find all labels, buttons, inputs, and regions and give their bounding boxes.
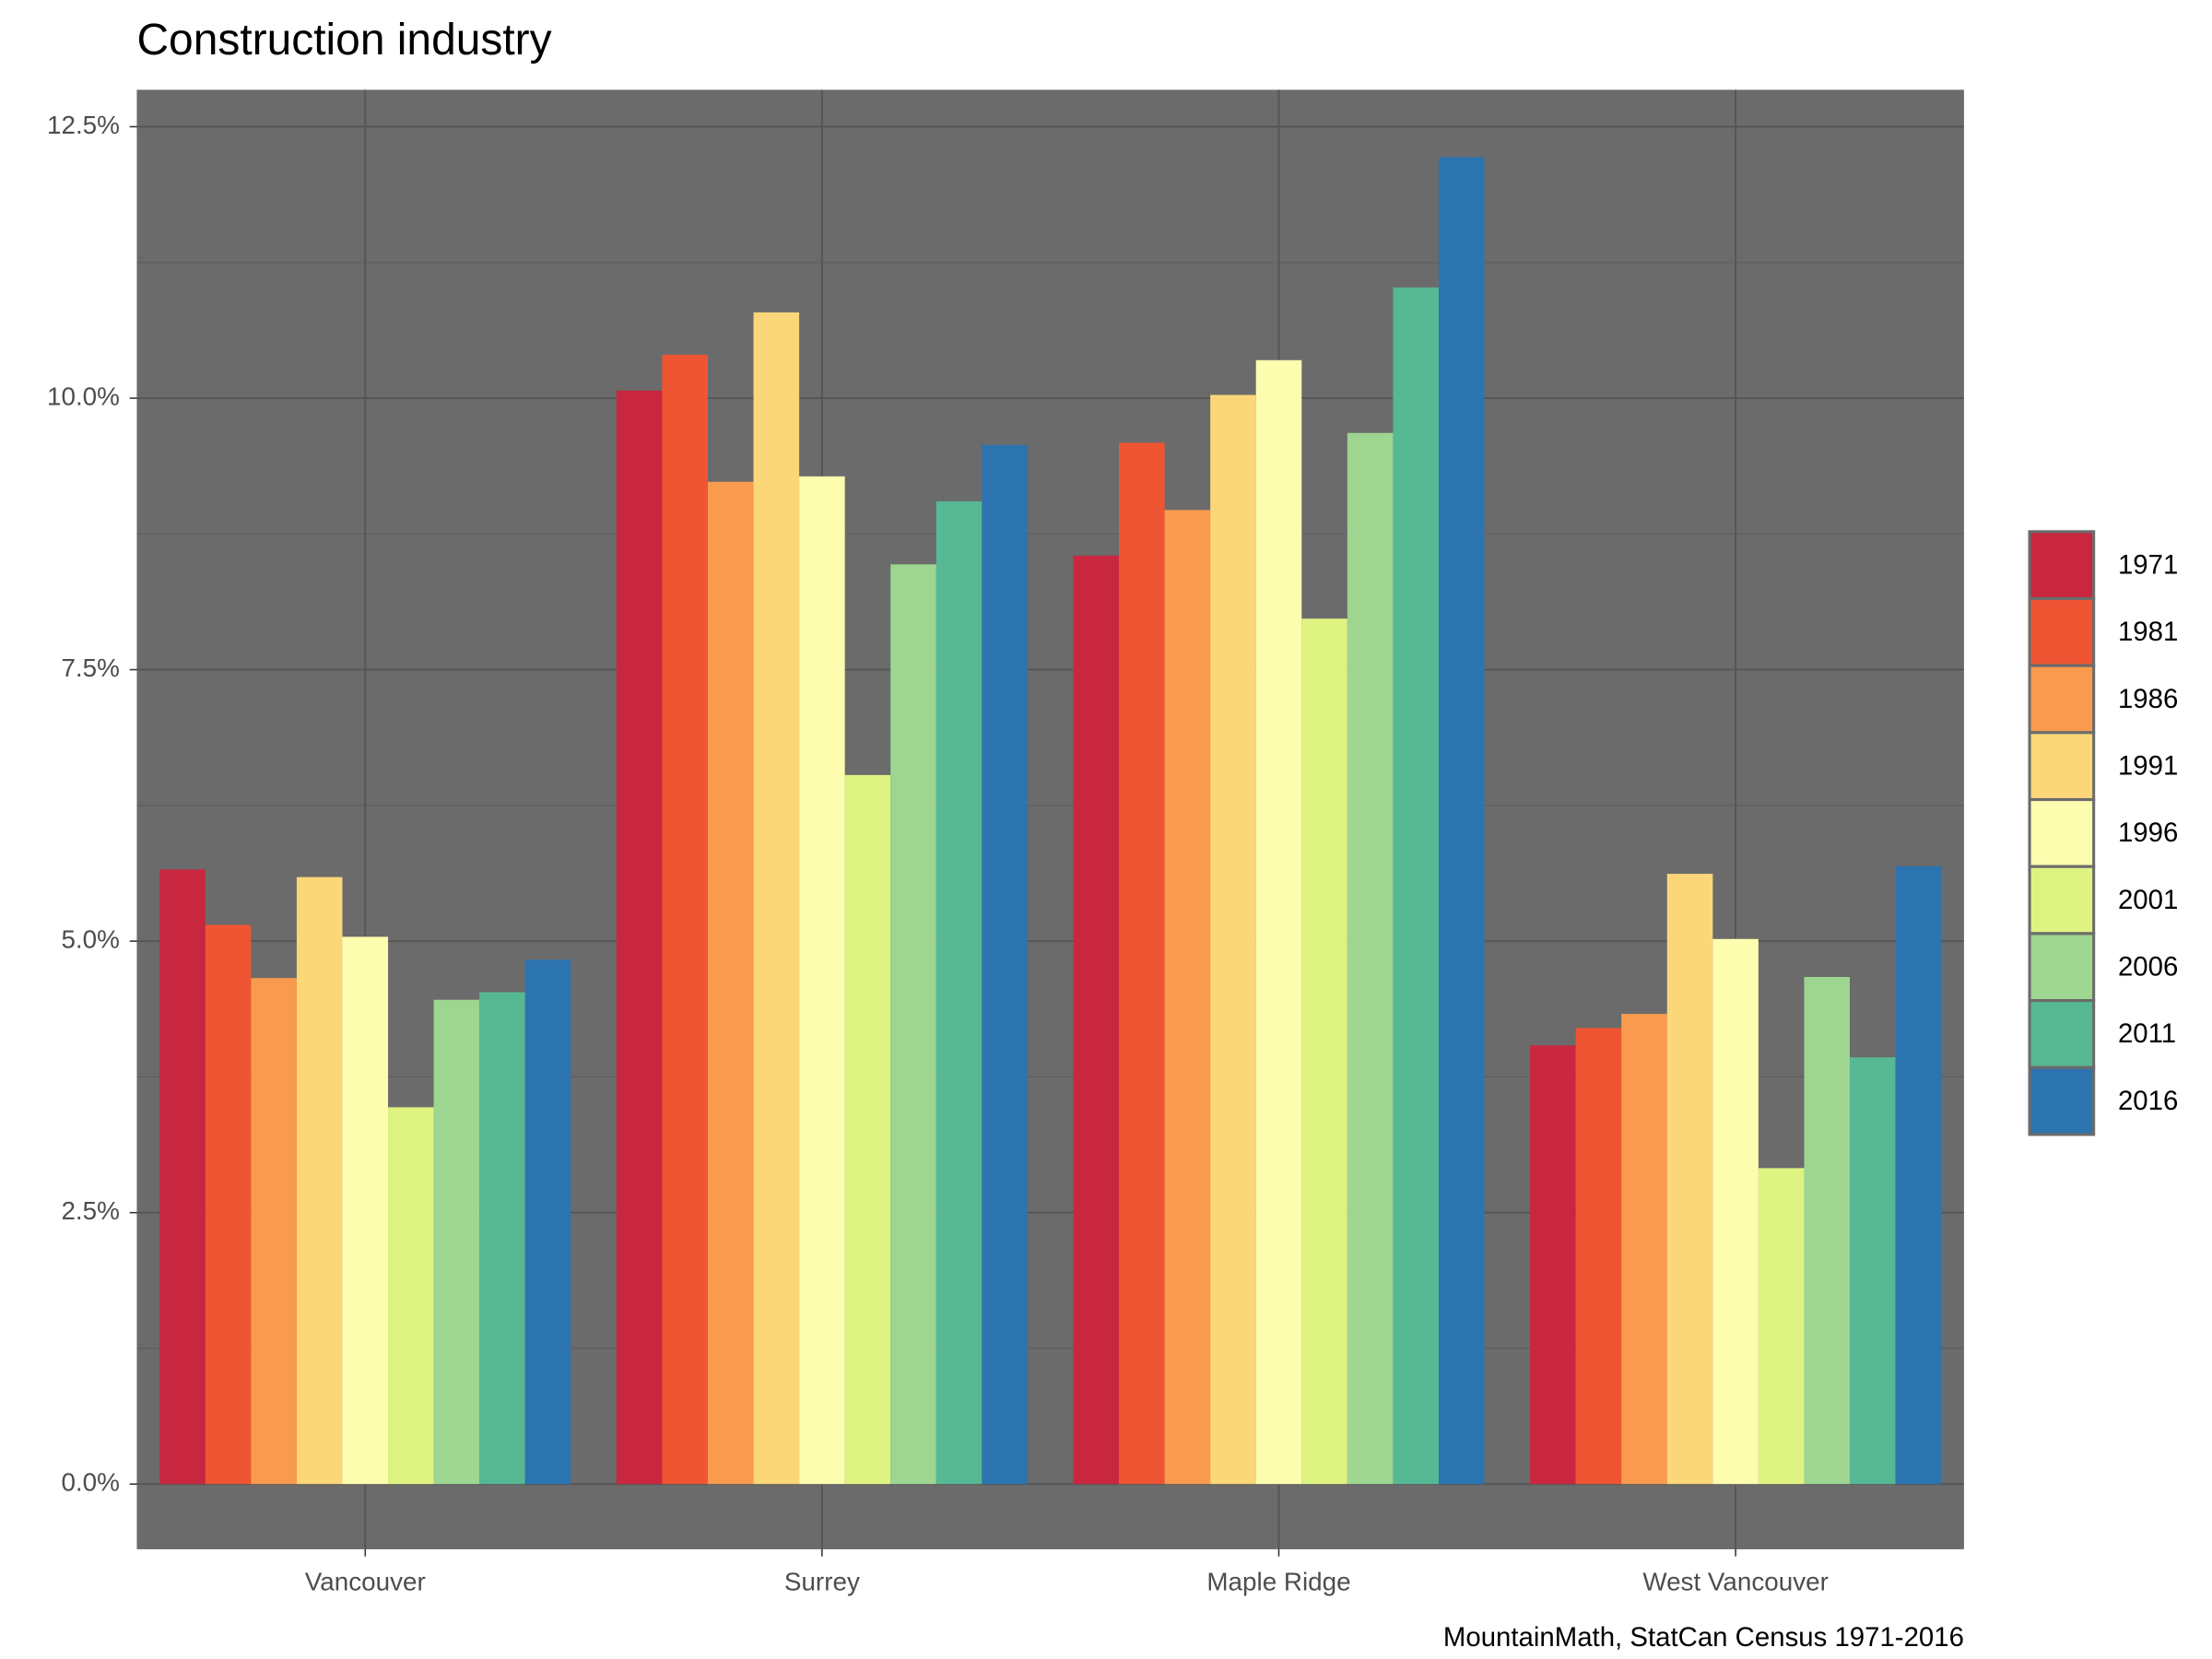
- legend-label: 2001: [2118, 885, 2178, 915]
- x-tick-label: Maple Ridge: [1206, 1567, 1350, 1595]
- caption: MountainMath, StatCan Census 1971-2016: [1443, 1622, 1964, 1653]
- bar: [524, 959, 571, 1485]
- legend-label: 1971: [2118, 549, 2178, 580]
- bar: [982, 444, 1028, 1485]
- bar: [1301, 618, 1347, 1485]
- legend-key: [2028, 999, 2096, 1069]
- legend-label: 1986: [2118, 684, 2178, 714]
- legend-label: 2011: [2118, 1018, 2176, 1049]
- bar: [296, 877, 343, 1485]
- legend-key: [2028, 865, 2096, 935]
- legend-key: [2028, 1065, 2096, 1136]
- legend-key: [2028, 797, 2096, 868]
- legend-key: [2028, 932, 2096, 1003]
- y-tick-label: 2.5%: [61, 1196, 119, 1225]
- bar: [1621, 1014, 1667, 1485]
- legend-key: [2028, 731, 2096, 802]
- y-tick-label: 10.0%: [47, 382, 120, 410]
- bar: [1712, 938, 1759, 1485]
- bar: [342, 936, 389, 1485]
- bar: [1164, 510, 1211, 1485]
- bar: [890, 564, 936, 1485]
- bar: [1438, 157, 1485, 1485]
- legend-label: 2016: [2118, 1086, 2178, 1116]
- x-tick-label: Surrey: [784, 1567, 860, 1595]
- bar: [1758, 1168, 1805, 1485]
- bar: [1530, 1045, 1576, 1485]
- bar: [251, 978, 297, 1485]
- legend-key: [2028, 596, 2096, 667]
- legend-label: 1991: [2118, 750, 2178, 781]
- bar: [1804, 977, 1851, 1485]
- bar: [662, 354, 708, 1485]
- bar: [707, 481, 754, 1485]
- y-tick-label: 12.5%: [47, 111, 120, 139]
- x-tick-label: Vancouver: [305, 1567, 426, 1595]
- legend-label: 2006: [2118, 952, 2178, 982]
- legend-key: [2028, 530, 2096, 601]
- bar: [388, 1107, 434, 1485]
- bar: [1210, 394, 1256, 1485]
- bar: [844, 774, 891, 1485]
- y-tick-label: 7.5%: [61, 653, 119, 682]
- bar: [159, 869, 206, 1485]
- legend-label: 1996: [2118, 818, 2178, 848]
- bar: [433, 999, 480, 1485]
- x-tick-label: West Vancouver: [1642, 1567, 1829, 1595]
- bar: [1119, 442, 1165, 1485]
- bar: [1575, 1028, 1622, 1485]
- bar: [935, 500, 982, 1485]
- bar: [479, 992, 525, 1485]
- bar: [1347, 432, 1394, 1485]
- bar: [1073, 555, 1120, 1485]
- bar: [1393, 287, 1439, 1485]
- legend-label: 1981: [2118, 617, 2178, 647]
- bar: [1895, 865, 1942, 1485]
- bar: [1255, 359, 1302, 1485]
- chart-title: Construction industry: [136, 16, 551, 65]
- bar: [205, 924, 252, 1485]
- bar: [753, 312, 800, 1485]
- y-tick-label: 0.0%: [61, 1468, 119, 1497]
- bar: [799, 476, 845, 1485]
- legend-key: [2028, 664, 2096, 735]
- bar: [1666, 874, 1713, 1485]
- bar: [616, 390, 663, 1485]
- y-tick-label: 5.0%: [61, 924, 119, 953]
- bar: [1850, 1057, 1896, 1485]
